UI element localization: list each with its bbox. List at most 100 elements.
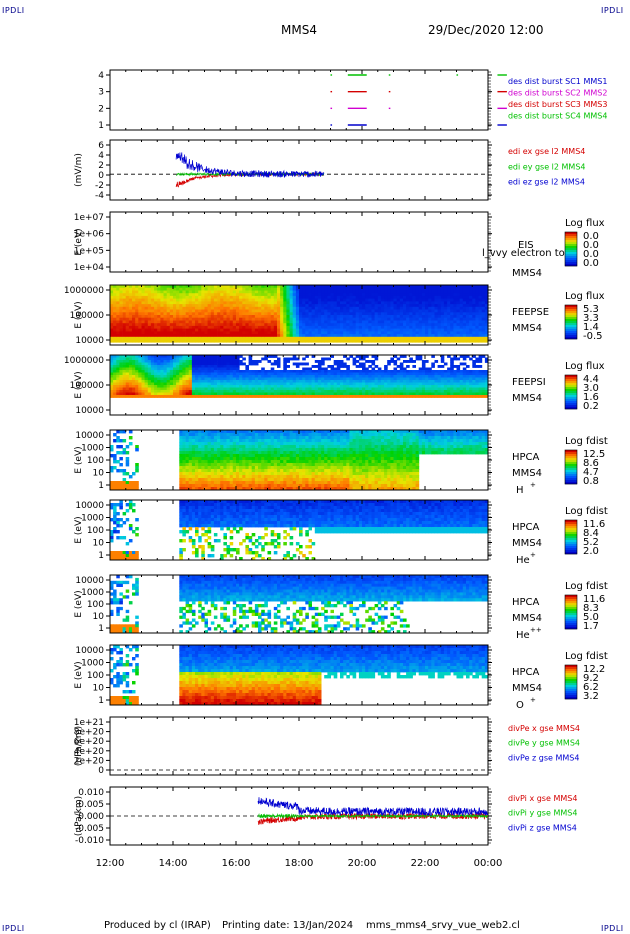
spectrogram-cell xyxy=(188,301,193,305)
spectrogram-cell xyxy=(220,325,224,329)
spectrogram-cell xyxy=(396,395,401,398)
spectrogram-cell xyxy=(176,328,180,332)
spectrogram-cell xyxy=(273,334,278,338)
spectrogram-cell xyxy=(443,298,448,302)
spectrogram-cell xyxy=(122,315,127,319)
spectrogram-cell xyxy=(261,306,265,310)
spectrogram-cell xyxy=(456,339,461,343)
spectrogram-cell xyxy=(299,380,303,383)
spectrogram-cell xyxy=(132,285,136,289)
spectrogram-cell xyxy=(213,285,218,289)
spectrogram-cell xyxy=(242,331,246,335)
spectrogram-cell xyxy=(154,395,158,398)
spectrogram-cell xyxy=(110,481,114,485)
spectrogram-cell xyxy=(195,385,199,388)
spectrogram-cell xyxy=(428,372,432,376)
spectrogram-cell xyxy=(466,390,470,393)
spectrogram-cell xyxy=(242,392,246,396)
spectrogram-cell xyxy=(270,370,275,373)
spectrogram-cell xyxy=(195,380,199,383)
spectrogram-cell xyxy=(270,315,275,319)
spectrogram-cell xyxy=(349,317,353,321)
spectrogram-cell xyxy=(110,372,114,376)
spectrogram-cell xyxy=(166,382,171,386)
spectrogram-cell xyxy=(113,439,117,443)
spectrogram-cell xyxy=(125,357,130,361)
spectrogram-cell xyxy=(138,293,142,297)
spectrogram-cell xyxy=(210,382,215,386)
spectrogram-cell xyxy=(119,295,123,299)
spectrogram-cell xyxy=(343,387,347,391)
spectrogram-cell xyxy=(377,295,382,299)
spectrogram-cell xyxy=(321,320,325,324)
spectrogram-cell xyxy=(135,466,139,470)
spectrogram-cell xyxy=(220,392,224,396)
spectrogram-cell xyxy=(261,380,265,383)
spectrogram-cell xyxy=(267,323,272,327)
spectrogram-cell xyxy=(242,377,246,381)
spectrogram-cell xyxy=(135,469,139,473)
spectrogram-cell xyxy=(459,392,464,396)
spectrogram-cell xyxy=(188,290,193,294)
spectrogram-cell xyxy=(387,287,391,291)
spectrogram-cell xyxy=(352,395,357,398)
spectrogram-cell xyxy=(182,442,186,446)
spectrogram-cell xyxy=(144,360,149,363)
spectrogram-cell xyxy=(173,357,177,361)
spectrogram-cell xyxy=(198,372,202,376)
spectrogram-cell xyxy=(305,287,309,291)
spectrogram-cell xyxy=(355,387,360,391)
spectrogram-cell xyxy=(191,306,196,310)
spectrogram-cell xyxy=(352,357,357,361)
spectrogram-cell xyxy=(125,331,130,335)
spectrogram-cell xyxy=(154,306,158,310)
spectrogram-cell xyxy=(135,320,139,324)
spectrogram-cell xyxy=(229,367,234,371)
spectrogram-cell xyxy=(393,372,398,376)
spectrogram-cell xyxy=(176,285,180,289)
spectrogram-cell xyxy=(484,323,489,327)
spectrogram-cell xyxy=(390,382,394,386)
spectrogram-cell xyxy=(116,469,120,473)
spectrogram-cell xyxy=(150,304,155,308)
spectrogram-cell xyxy=(431,325,435,329)
spectrogram-cell xyxy=(195,370,199,373)
spectrogram-cell xyxy=(384,334,388,338)
spectrogram-cell xyxy=(264,339,268,343)
spectrogram-cell xyxy=(264,304,268,308)
spectrogram-cell xyxy=(418,285,423,289)
spectrogram-cell xyxy=(456,385,461,388)
spectrogram-cell xyxy=(434,290,439,294)
spectrogram-cell xyxy=(333,304,338,308)
spectrogram-cell xyxy=(443,301,448,305)
spectrogram-cell xyxy=(280,334,284,338)
spectrogram-cell xyxy=(305,325,309,329)
spectrogram-cell xyxy=(198,387,202,391)
spectrogram-cell xyxy=(132,472,136,476)
spectrogram-cell xyxy=(469,375,473,378)
spectrogram-cell xyxy=(119,290,123,294)
spectrogram-cell xyxy=(122,375,127,378)
spectrogram-cell xyxy=(182,385,186,388)
spectrogram-cell xyxy=(428,334,432,338)
spectrogram-cell xyxy=(340,385,344,388)
spectrogram-cell xyxy=(154,301,158,305)
spectrogram-cell xyxy=(182,298,186,302)
spectrogram-cell xyxy=(173,336,177,340)
spectrogram-cell xyxy=(447,385,451,388)
spectrogram-cell xyxy=(380,325,385,329)
spectrogram-cell xyxy=(393,336,398,340)
spectrogram-cell xyxy=(277,357,281,361)
spectrogram-cell xyxy=(336,360,341,363)
colorbar-swatch xyxy=(565,238,577,241)
spectrogram-cell xyxy=(346,375,350,378)
spectrogram-cell xyxy=(469,298,473,302)
spectrogram-cell xyxy=(466,382,470,386)
spectrogram-cell xyxy=(421,367,426,371)
spectrogram-cell xyxy=(128,430,133,434)
spectrogram-cell xyxy=(431,317,435,321)
spectrogram-cell xyxy=(440,315,445,319)
spectrogram-cell xyxy=(403,287,407,291)
spectrogram-cell xyxy=(418,306,423,310)
spectrogram-cell xyxy=(135,372,139,376)
